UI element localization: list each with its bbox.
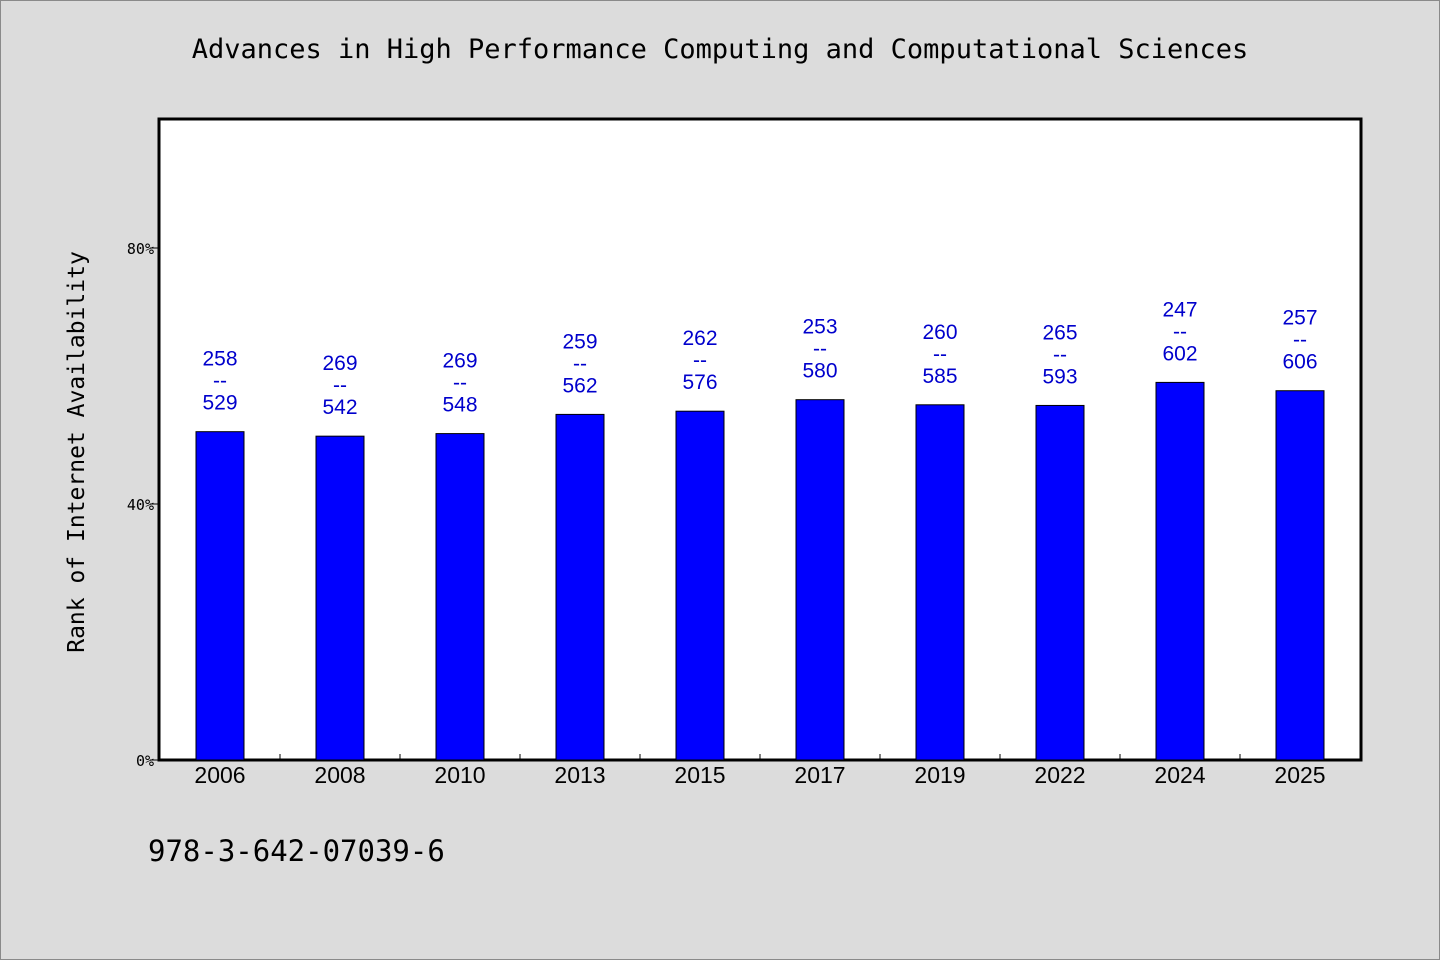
bar-label-top-2010: 269 [442,350,477,373]
bar-labels-layer: 529--258542--269548--269562--259576--262… [202,298,1317,419]
bar-label-bottom-2025: 606 [1282,351,1317,374]
bar-label-bottom-2022: 593 [1042,365,1077,388]
bar-label-sep-2017: -- [813,338,827,361]
y-axis-label: Rank of Internet Availability [64,251,90,653]
bar-label-top-2008: 269 [322,352,357,375]
bar-2008 [315,435,365,761]
x-tick-label-2008: 2008 [314,762,365,788]
bar-label-sep-2015: -- [693,349,707,372]
x-axis: 2006 2008 2010 2013 2015 2017 2019 2022 2024 2025 [194,754,1326,788]
bar-label-bottom-2019: 585 [922,365,957,388]
bar-label-top-2013: 259 [562,330,597,353]
bar-label-top-2006: 258 [202,348,237,371]
bar-2024 [1155,381,1205,761]
isbn-label: 978-3-642-07039-6 [148,834,445,868]
bar-label-bottom-2006: 529 [202,392,237,415]
x-tick-label-2013: 2013 [554,762,605,788]
bar-2025 [1275,390,1325,761]
y-tick-label-0: 0% [136,752,154,770]
bar-label-bottom-2010: 548 [442,394,477,417]
y-tick-label-40: 40% [127,496,154,514]
bar-label-bottom-2008: 542 [322,396,357,419]
bar-label-sep-2010: -- [453,372,467,395]
bar-label-sep-2013: -- [573,352,587,375]
bar-label-top-2025: 257 [1282,307,1317,330]
x-tick-label-2024: 2024 [1154,762,1205,788]
bar-label-sep-2025: -- [1293,329,1307,352]
bar-label-top-2022: 265 [1042,321,1077,344]
bar-label-bottom-2017: 580 [802,360,837,383]
bars-layer [195,381,1325,761]
bar-2010 [435,433,485,761]
bar-label-top-2017: 253 [802,316,837,339]
x-tick-label-2017: 2017 [794,762,845,788]
bar-label-top-2024: 247 [1162,298,1197,321]
bar-2006 [195,431,245,761]
bar-label-bottom-2013: 562 [562,374,597,397]
bar-label-sep-2006: -- [213,370,227,393]
x-tick-label-2019: 2019 [914,762,965,788]
bar-2017 [795,399,845,761]
bar-label-top-2019: 260 [922,321,957,344]
bar-label-sep-2024: -- [1173,320,1187,343]
x-tick-label-2025: 2025 [1274,762,1325,788]
y-axis: 0% 40% 80% [127,240,160,770]
bar-label-bottom-2015: 576 [682,371,717,394]
bar-label-sep-2008: -- [333,374,347,397]
x-tick-label-2022: 2022 [1034,762,1085,788]
bar-label-bottom-2024: 602 [1162,342,1197,365]
bar-2019 [915,404,965,761]
x-tick-label-2010: 2010 [434,762,485,788]
bar-2022 [1035,404,1085,761]
bar-2015 [675,410,725,761]
x-tick-label-2006: 2006 [194,762,245,788]
chart-title: Advances in High Performance Computing a… [191,34,1249,65]
bar-2013 [555,413,605,761]
x-tick-label-2015: 2015 [674,762,725,788]
y-tick-label-80: 80% [127,240,154,258]
bar-label-sep-2022: -- [1053,343,1067,366]
bar-label-top-2015: 262 [682,327,717,350]
bar-label-sep-2019: -- [933,343,947,366]
